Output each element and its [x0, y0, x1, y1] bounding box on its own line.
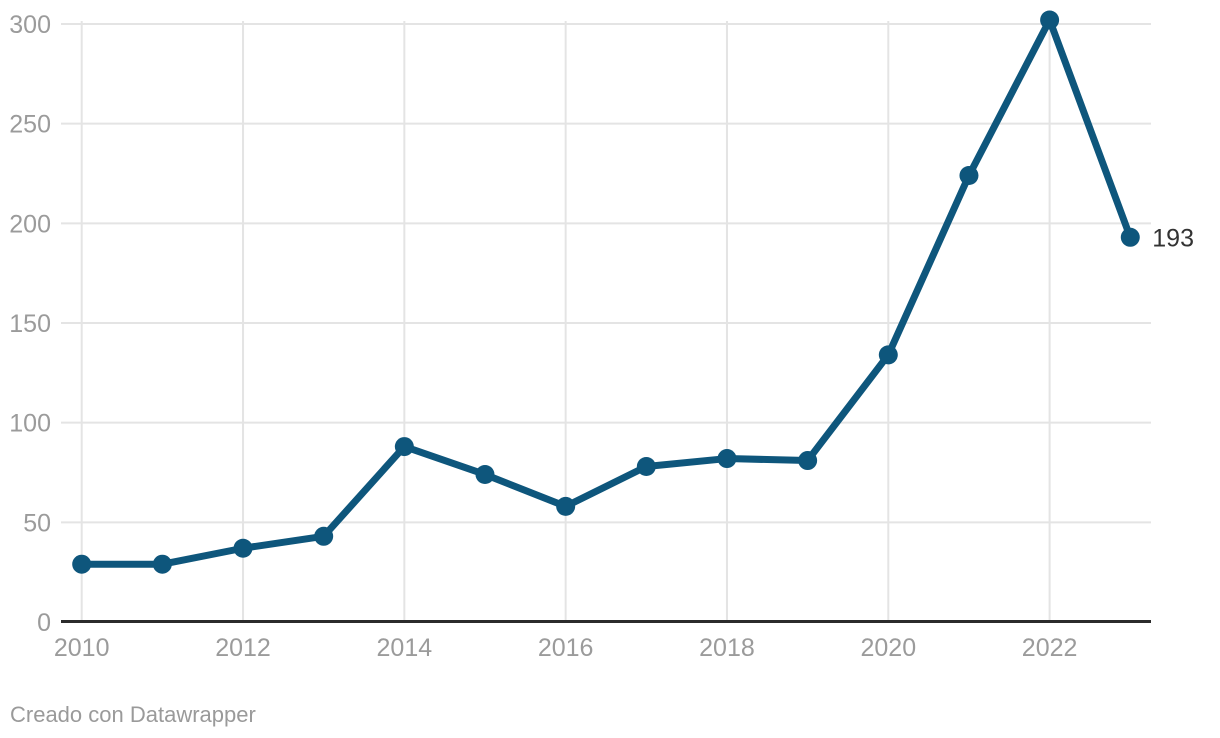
x-tick-label: 2012 [215, 634, 271, 662]
data-point [1120, 227, 1140, 247]
data-point [636, 457, 656, 477]
x-tick-label: 2014 [377, 634, 433, 662]
data-point [798, 451, 818, 471]
end-value-label: 193 [1152, 224, 1194, 252]
y-tick-label: 250 [9, 111, 51, 139]
y-tick-label: 100 [9, 410, 51, 438]
data-point [475, 464, 495, 484]
x-tick-label: 2018 [699, 634, 755, 662]
y-tick-label: 300 [9, 11, 51, 39]
data-line [78, 16, 1134, 568]
data-point [233, 538, 253, 558]
data-point [878, 345, 898, 365]
y-tick-label: 150 [9, 310, 51, 338]
data-point [152, 554, 172, 574]
data-point [1040, 10, 1060, 30]
data-point [394, 437, 414, 457]
data-point [314, 526, 334, 546]
x-tick-label: 2016 [538, 634, 594, 662]
x-tick-label: 2022 [1022, 634, 1078, 662]
y-tick-label: 0 [37, 609, 51, 637]
data-point [556, 496, 576, 516]
y-tick-label: 200 [9, 210, 51, 238]
x-tick-label: 2010 [54, 634, 110, 662]
x-tick-label: 2020 [860, 634, 916, 662]
data-point [717, 449, 737, 469]
data-point [959, 165, 979, 185]
y-tick-label: 50 [23, 509, 51, 537]
data-point [72, 554, 92, 574]
datawrapper-credit-link[interactable]: Creado con Datawrapper [10, 702, 256, 727]
